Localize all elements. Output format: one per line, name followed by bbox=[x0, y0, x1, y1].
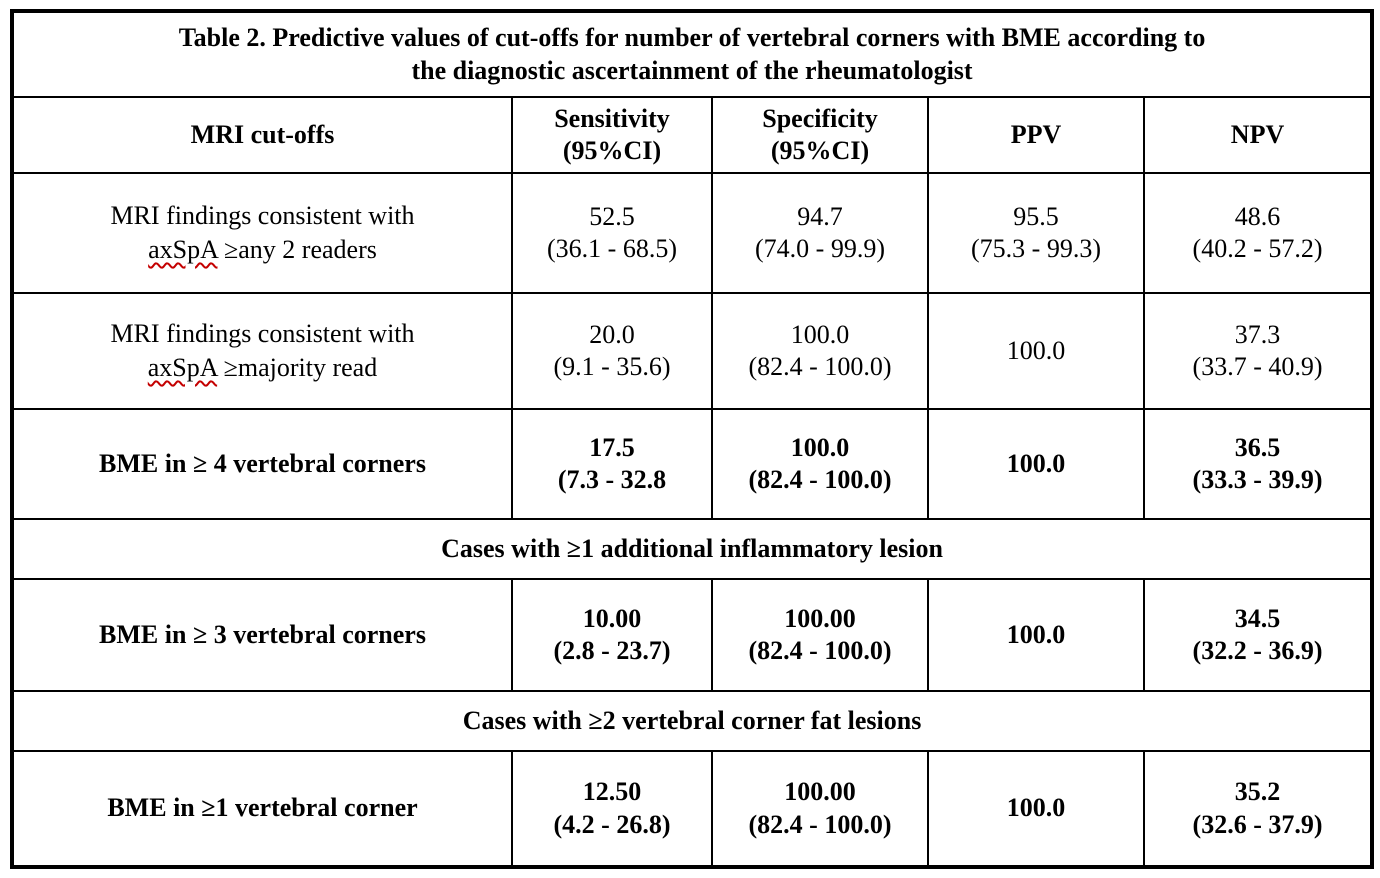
cell-npv: 37.3 (33.7 - 40.9) bbox=[1142, 292, 1374, 410]
cell-mri-cutoff: BME in ≥ 3 vertebral corners bbox=[11, 578, 513, 692]
cell-npv: 36.5 (33.3 - 39.9) bbox=[1142, 408, 1374, 520]
cell-sensitivity: 17.5 (7.3 - 32.8 bbox=[511, 408, 713, 520]
axspa-spellcheck-text: axSpA bbox=[147, 353, 218, 382]
section-row-additional-inflammatory-lesion: Cases with ≥1 additional inflammatory le… bbox=[10, 518, 1374, 580]
cutoff-label-line2: axSpA ≥majority read bbox=[22, 351, 503, 385]
section-header: Cases with ≥2 vertebral corner fat lesio… bbox=[10, 690, 1374, 752]
table-row-any-2-readers: MRI findings consistent with axSpA ≥any … bbox=[11, 172, 1374, 294]
cell-npv: 35.2 (32.6 - 37.9) bbox=[1142, 750, 1374, 868]
cell-sensitivity: 12.50 (4.2 - 26.8) bbox=[511, 750, 713, 868]
cell-sensitivity: 20.0 (9.1 - 35.6) bbox=[511, 292, 713, 410]
cell-ppv: 100.0 bbox=[927, 408, 1145, 520]
cutoff-label-line2-rest: ≥majority read bbox=[217, 353, 378, 382]
section-row-vertebral-corner-fat-lesions: Cases with ≥2 vertebral corner fat lesio… bbox=[10, 690, 1374, 752]
axspa-spellcheck-text: axSpA bbox=[148, 235, 218, 264]
cell-specificity: 100.00 (82.4 - 100.0) bbox=[711, 750, 929, 868]
header-row: MRI cut-offs Sensitivity (95%CI) Specifi… bbox=[11, 96, 1374, 174]
col-header-ppv: PPV bbox=[927, 96, 1145, 174]
cutoff-label: MRI findings consistent with axSpA ≥any … bbox=[22, 199, 503, 267]
cutoff-label-line1: MRI findings consistent with bbox=[110, 201, 415, 231]
cell-specificity: 94.7 (74.0 - 99.9) bbox=[711, 172, 929, 294]
cell-ppv: 100.0 bbox=[927, 578, 1145, 692]
cell-mri-cutoff: MRI findings consistent with axSpA ≥majo… bbox=[11, 292, 513, 410]
cell-specificity: 100.00 (82.4 - 100.0) bbox=[711, 578, 929, 692]
table-row-bme-4-corners: BME in ≥ 4 vertebral corners 17.5 (7.3 -… bbox=[11, 408, 1374, 520]
col-header-npv: NPV bbox=[1142, 96, 1374, 174]
cell-sensitivity: 52.5 (36.1 - 68.5) bbox=[511, 172, 713, 294]
cell-ppv: 100.0 bbox=[927, 750, 1145, 868]
cell-mri-cutoff: BME in ≥1 vertebral corner bbox=[11, 750, 513, 868]
title-row: Table 2. Predictive values of cut-offs f… bbox=[10, 10, 1374, 98]
cell-npv: 48.6 (40.2 - 57.2) bbox=[1142, 172, 1374, 294]
cell-ppv: 95.5 (75.3 - 99.3) bbox=[927, 172, 1145, 294]
col-header-specificity: Specificity (95%CI) bbox=[711, 96, 929, 174]
table-row-bme-3-corners: BME in ≥ 3 vertebral corners 10.00 (2.8 … bbox=[11, 578, 1374, 692]
col-header-sensitivity: Sensitivity (95%CI) bbox=[511, 96, 713, 174]
cell-sensitivity: 10.00 (2.8 - 23.7) bbox=[511, 578, 713, 692]
predictive-values-table: Table 2. Predictive values of cut-offs f… bbox=[10, 9, 1375, 869]
cell-specificity: 100.0 (82.4 - 100.0) bbox=[711, 408, 929, 520]
section-header: Cases with ≥1 additional inflammatory le… bbox=[10, 518, 1374, 580]
col-header-mri-cutoffs: MRI cut-offs bbox=[11, 96, 513, 174]
cutoff-label: MRI findings consistent with axSpA ≥majo… bbox=[22, 317, 503, 385]
table-title: Table 2. Predictive values of cut-offs f… bbox=[10, 10, 1374, 98]
table-row-majority-read: MRI findings consistent with axSpA ≥majo… bbox=[11, 292, 1374, 410]
cell-ppv: 100.0 bbox=[927, 292, 1145, 410]
cell-mri-cutoff: MRI findings consistent with axSpA ≥any … bbox=[11, 172, 513, 294]
cell-mri-cutoff: BME in ≥ 4 vertebral corners bbox=[11, 408, 513, 520]
cutoff-label-line2-rest: ≥any 2 readers bbox=[217, 235, 377, 264]
cell-npv: 34.5 (32.2 - 36.9) bbox=[1142, 578, 1374, 692]
cell-specificity: 100.0 (82.4 - 100.0) bbox=[711, 292, 929, 410]
cutoff-label-line1: MRI findings consistent with bbox=[110, 319, 415, 349]
table-row-bme-1-corner: BME in ≥1 vertebral corner 12.50 (4.2 - … bbox=[11, 750, 1374, 868]
cutoff-label-line2: axSpA ≥any 2 readers bbox=[22, 233, 503, 267]
